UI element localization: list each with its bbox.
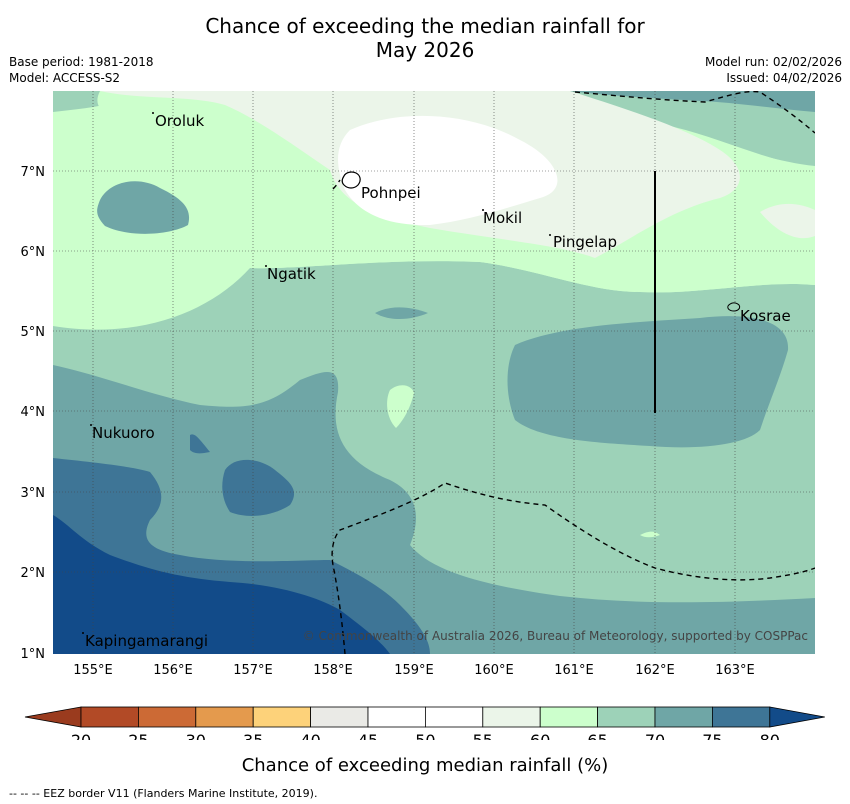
pingelap-marker xyxy=(549,234,551,236)
lon-tick-156: 156°E xyxy=(153,663,193,678)
band-75-80-tiny xyxy=(190,434,210,454)
eez-border-north xyxy=(574,91,815,134)
colorbar-tick-65: 65 xyxy=(587,731,607,740)
band-75-80-blob xyxy=(222,459,295,516)
colorbar-swatch-1 xyxy=(137,706,197,728)
eez-footnote: -- -- -- EEZ border V11 (Flanders Marine… xyxy=(9,787,318,800)
map-title: Chance of exceeding the median rainfall … xyxy=(0,14,850,62)
label-kosrae: Kosrae xyxy=(740,307,791,325)
mokil-marker xyxy=(482,209,484,211)
colorbar-swatch-0 xyxy=(80,706,139,728)
lat-tick-1: 1°N xyxy=(21,647,46,662)
nukuoro-marker xyxy=(90,424,92,426)
colorbar-tick-45: 45 xyxy=(358,731,378,740)
title-line-1: Chance of exceeding the median rainfall … xyxy=(205,14,645,38)
band-70-75-small xyxy=(375,307,428,320)
longitude-ticks: 155°E 156°E 157°E 158°E 159°E 160°E 161°… xyxy=(73,663,755,678)
lon-tick-162: 162°E xyxy=(635,663,675,678)
colorbar-tick-75: 75 xyxy=(702,731,722,740)
colorbar: 20 25 30 35 40 45 50 55 60 65 70 75 80 xyxy=(24,706,825,740)
copyright-text: © Commonwealth of Australia 2026, Bureau… xyxy=(303,629,808,643)
meta-left: Base period: 1981-2018 Model: ACCESS-S2 xyxy=(9,54,154,86)
label-oroluk: Oroluk xyxy=(155,112,204,130)
lon-tick-158: 158°E xyxy=(313,663,353,678)
lon-tick-163: 163°E xyxy=(715,663,755,678)
lat-tick-7: 7°N xyxy=(21,165,46,180)
kapinga-marker xyxy=(82,632,84,634)
label-nukuoro: Nukuoro xyxy=(92,424,155,442)
lon-tick-155: 155°E xyxy=(73,663,113,678)
band-70-75-east xyxy=(507,316,789,448)
colorbar-high-extend xyxy=(769,706,825,728)
colorbar-tick-30: 30 xyxy=(186,731,206,740)
label-ngatik: Ngatik xyxy=(267,265,316,283)
eez-border-south xyxy=(331,482,815,654)
colorbar-tick-40: 40 xyxy=(300,731,320,740)
colorbar-swatch-10 xyxy=(654,706,713,728)
lat-tick-6: 6°N xyxy=(21,245,46,260)
colorbar-tick-60: 60 xyxy=(530,731,550,740)
band-50-55 xyxy=(338,115,558,226)
colorbar-tick-70: 70 xyxy=(645,731,665,740)
lon-tick-161: 161°E xyxy=(554,663,594,678)
label-mokil: Mokil xyxy=(483,209,522,227)
lon-tick-160: 160°E xyxy=(474,663,514,678)
colorbar-low-extend xyxy=(24,706,82,728)
map-svg: Oroluk Pohnpei Mokil Pingelap Ngatik Kos… xyxy=(21,91,825,740)
graticule xyxy=(53,91,815,654)
colorbar-swatch-5 xyxy=(367,706,426,728)
ngatik-marker xyxy=(265,265,267,267)
colorbar-swatch-4 xyxy=(310,706,369,728)
issued-text: Issued: 04/02/2026 xyxy=(726,71,842,85)
colorbar-swatch-8 xyxy=(539,706,599,728)
meta-right: Model run: 02/02/2026 Issued: 04/02/2026 xyxy=(705,54,842,86)
band-70-75-west xyxy=(97,181,190,234)
band-70-75-ne xyxy=(570,91,815,112)
colorbar-label: Chance of exceeding median rainfall (%) xyxy=(241,755,609,776)
colorbar-swatch-9 xyxy=(597,706,656,728)
band-55-60-east xyxy=(760,203,815,239)
lon-tick-159: 159°E xyxy=(394,663,434,678)
colorbar-tick-35: 35 xyxy=(243,731,263,740)
map-plot-area: Oroluk Pohnpei Mokil Pingelap Ngatik Kos… xyxy=(53,91,815,654)
colorbar-swatch-11 xyxy=(712,706,771,728)
model-text: Model: ACCESS-S2 xyxy=(9,71,121,85)
colorbar-swatch-7 xyxy=(482,706,541,728)
colorbar-swatch-3 xyxy=(252,706,311,728)
lat-tick-3: 3°N xyxy=(21,486,46,501)
label-kapingamarangi: Kapingamarangi xyxy=(85,632,208,650)
lat-tick-4: 4°N xyxy=(21,405,46,420)
lat-tick-5: 5°N xyxy=(21,325,46,340)
oroluk-marker xyxy=(152,112,154,114)
kosrae-island xyxy=(727,302,741,312)
pohnpei-island xyxy=(341,171,361,189)
lon-tick-157: 157°E xyxy=(233,663,273,678)
colorbar-tick-80: 80 xyxy=(760,731,780,740)
colorbar-tick-20: 20 xyxy=(71,731,91,740)
band-60-65-small xyxy=(387,385,414,428)
eez-border-tick xyxy=(332,179,341,190)
base-period-text: Base period: 1981-2018 xyxy=(9,55,154,69)
latitude-ticks: 7°N 6°N 5°N 4°N 3°N 2°N 1°N xyxy=(21,165,46,662)
label-pohnpei: Pohnpei xyxy=(361,184,421,202)
colorbar-swatch-6 xyxy=(424,706,484,728)
model-run-text: Model run: 02/02/2026 xyxy=(704,55,842,69)
colorbar-tick-55: 55 xyxy=(473,731,493,740)
colorbar-tick-50: 50 xyxy=(415,731,435,740)
lat-tick-2: 2°N xyxy=(21,566,46,581)
colorbar-tick-25: 25 xyxy=(128,731,148,740)
title-line-2: May 2026 xyxy=(375,38,475,62)
band-above-80 xyxy=(53,515,390,654)
label-pingelap: Pingelap xyxy=(553,233,617,251)
colorbar-swatch-2 xyxy=(195,706,254,728)
eez-borders xyxy=(331,91,815,654)
